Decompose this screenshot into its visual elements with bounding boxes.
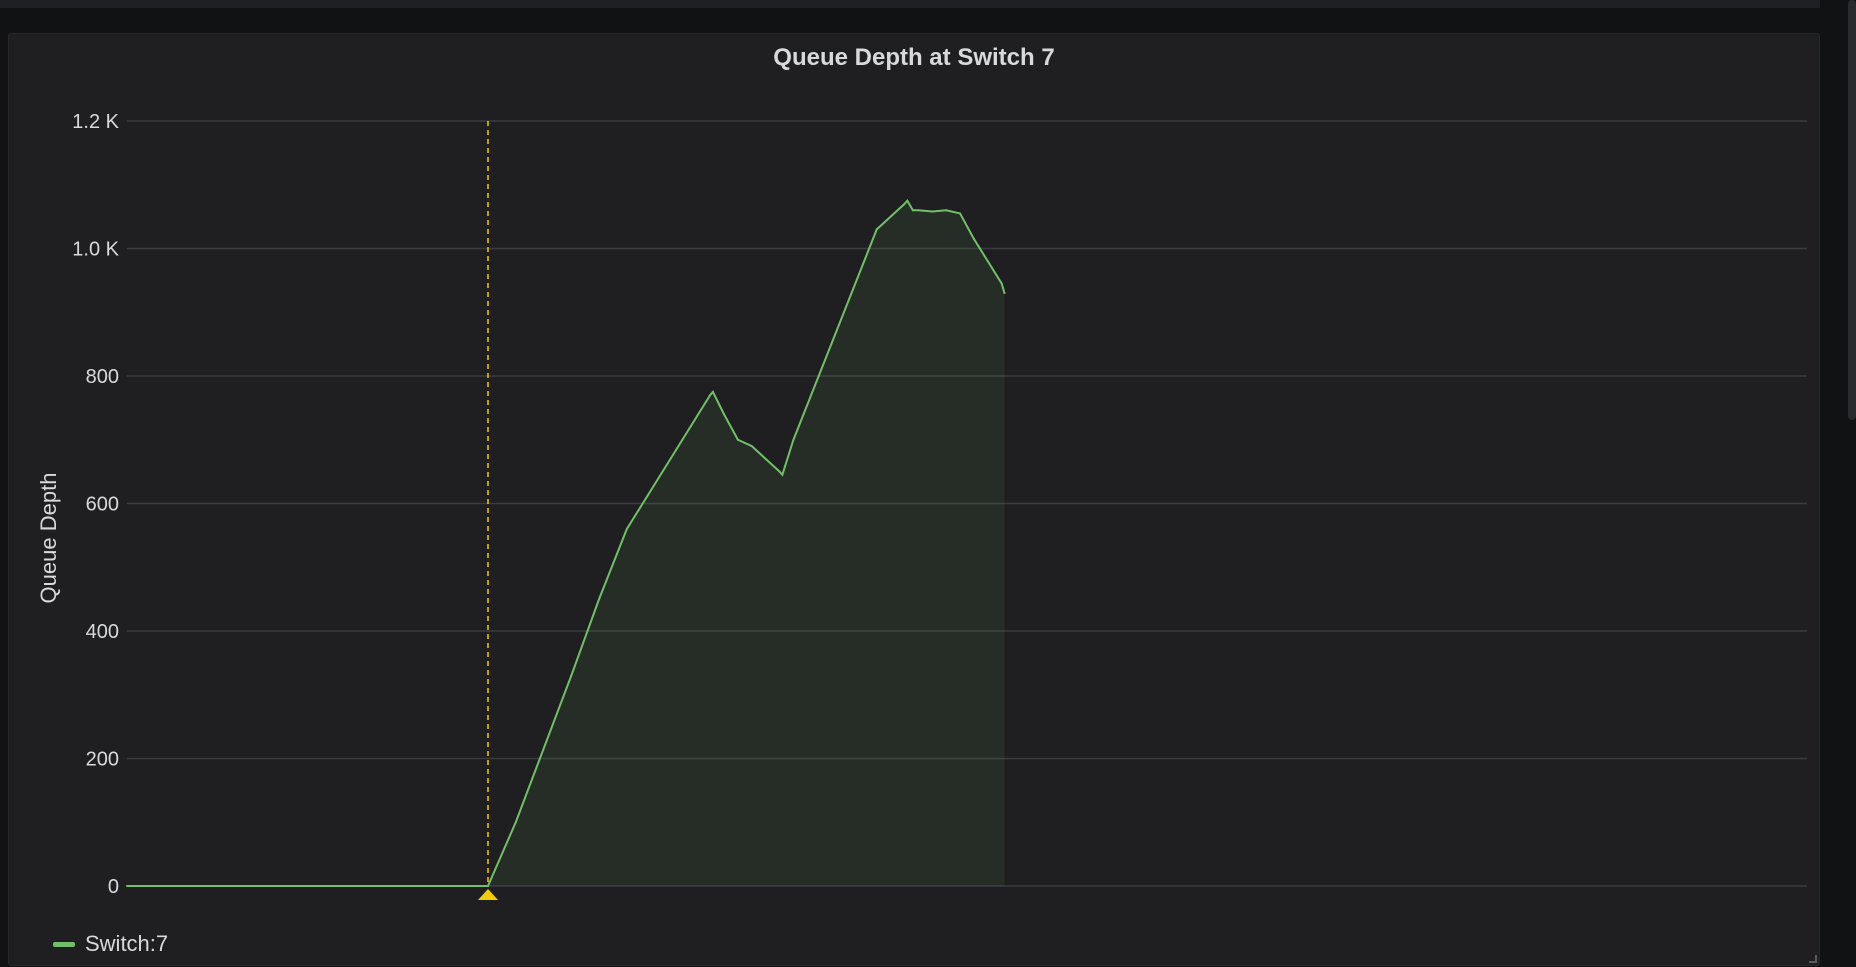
graph-panel: Queue Depth at Switch 7 Queue Depth 0 200… [8,33,1820,966]
data-point [820,368,823,371]
y-tick-label: 600 [86,494,119,516]
data-point [781,473,784,476]
series-line [126,198,1006,887]
previous-panel-edge [0,0,1820,8]
data-point [917,209,920,212]
data-point [903,202,906,205]
series-area [127,200,1005,886]
resize-handle[interactable] [1809,955,1817,963]
data-point [959,212,962,215]
data-point [459,885,462,887]
y-tick-label: 400 [86,621,119,643]
y-tick-label: 1.2 K [72,111,119,133]
data-point [875,228,878,231]
series-area-fill [127,200,1005,886]
data-point [723,413,726,416]
data-point [945,209,948,212]
data-point [736,438,739,441]
data-point [1003,292,1006,295]
data-point [126,885,128,887]
scrollbar[interactable] [1848,0,1856,420]
data-point [764,457,767,460]
data-point [750,445,753,448]
data-point [911,209,914,212]
data-point [653,483,656,486]
data-point [847,298,850,301]
data-point [542,747,545,750]
y-tick-label: 200 [86,749,119,771]
annotation-marker[interactable] [477,889,498,900]
series-line-switch-7[interactable] [127,198,1006,887]
y-tick-label: 1.0 K [72,239,119,261]
data-point [570,674,573,677]
data-point [598,598,601,601]
data-point [486,885,489,887]
data-point [514,821,517,824]
data-point [292,885,295,887]
data-point [348,885,351,887]
legend[interactable]: Switch:7 [53,931,168,957]
data-point [906,199,909,202]
y-tick-label: 0 [108,876,119,898]
data-point [931,210,934,213]
data-point [237,885,240,887]
panel-title[interactable]: Queue Depth at Switch 7 [773,44,1055,71]
data-point [1000,282,1003,285]
data-point [986,260,989,263]
data-point [403,885,406,887]
y-tick-label: 800 [86,366,119,388]
legend-label[interactable]: Switch:7 [85,931,169,956]
data-point [711,390,714,393]
data-point [625,528,628,530]
data-point [709,394,712,397]
annotation [477,121,498,900]
y-tick-labels: 0 200 400 600 800 1.0 K 1.2 K [72,111,119,898]
data-point [181,885,184,887]
data-point [972,237,975,240]
data-point [681,438,684,441]
legend-swatch [53,941,75,947]
chart-svg: 0 200 400 600 800 1.0 K 1.2 K [72,111,1807,900]
data-point [778,470,781,473]
data-point [792,438,795,441]
